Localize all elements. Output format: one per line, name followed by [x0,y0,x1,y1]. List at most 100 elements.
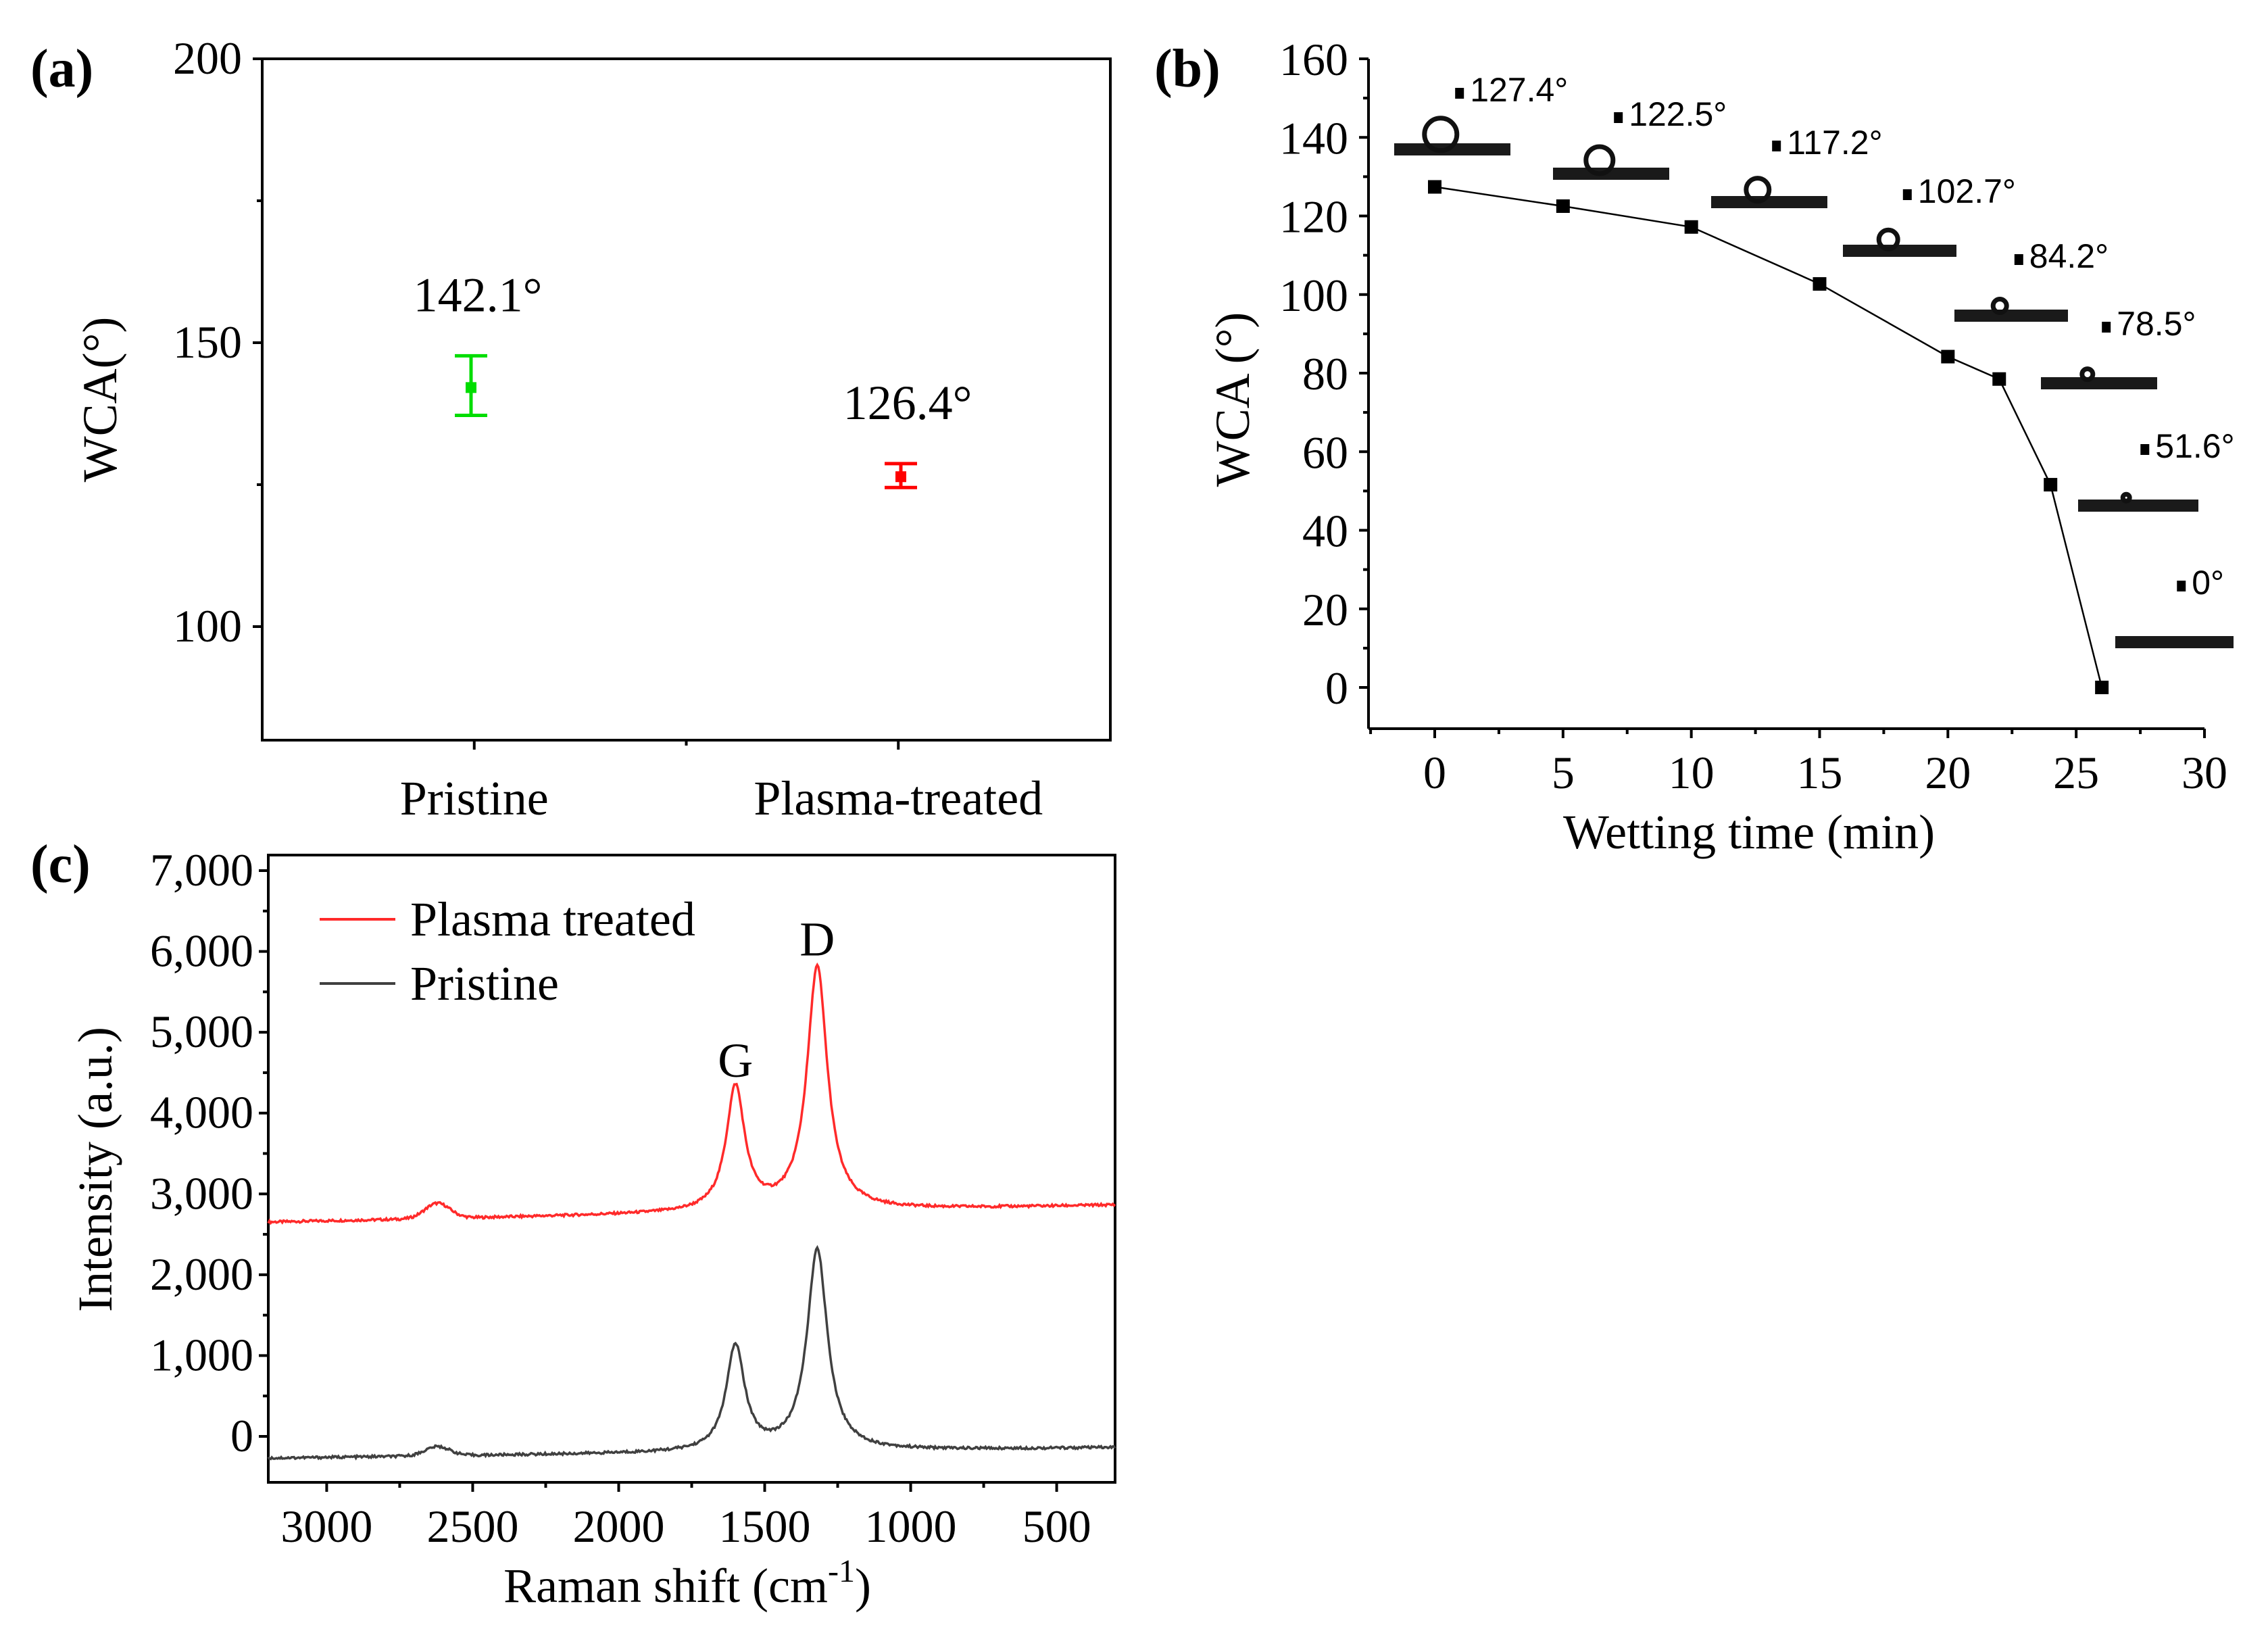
panel-b-x-tick-label: 10 [1669,747,1715,798]
droplet-angle-label: 0° [2192,564,2224,602]
panel-b-label: (b) [1154,39,1221,99]
panel-b-x-ticks: 0 5 10 15 20 25 30 [1369,729,2227,798]
panel-b-x-tick-label: 20 [1925,747,1971,798]
panel-c-y-tick-label: 7,000 [150,844,253,896]
droplet-shape [1422,116,1460,153]
panel-c-x-tick-label: 500 [1022,1501,1091,1552]
panel-b-y-tick-label: 160 [1279,34,1348,85]
panel-a-point-pristine: 142.1° [414,268,543,418]
needle-tip [2014,254,2023,265]
panel-b-x-tick-label: 30 [2181,747,2227,798]
panel-c-y-tick-label: 4,000 [150,1087,253,1138]
panel-b-droplet-images: 127.4° 122.5° 117.2° 102.7° 84.2°78.5° 51.6° 0… [1394,71,2235,648]
needle-tip [2140,444,2150,455]
panel-a-y-tick-label: 100 [173,600,242,652]
panel-b-data-point [1992,372,2006,386]
panel-a-frame [261,57,1112,742]
panel-c-curves [267,962,1116,1461]
panel-c-legend: Plasma treated Pristine [320,892,695,1011]
panel-c-y-tick-label: 3,000 [150,1167,253,1219]
panel-c-x-tick-label: 2500 [426,1501,518,1552]
panel-c-x-tick-label: 2000 [572,1501,664,1552]
droplet-inset: 102.7° [1843,172,2016,257]
peak-label: G [718,1034,753,1088]
substrate-bar [1553,168,1669,180]
panel-b-data-point [2044,478,2058,492]
panel-a-points: 142.1° 126.4° [414,268,972,489]
needle-tip [1614,112,1623,123]
panel-c-y-axis-title: Intensity (a.u.) [68,1027,122,1312]
panel-a-x-tick-label: Plasma-treated [754,771,1043,825]
panel-c-x-axis-title: Raman shift (cm-1) [503,1553,871,1613]
panel-b-data-point [1428,180,1441,194]
panel-a-point-plasma-treated: 126.4° [843,376,972,489]
panel-c-y-tick-label: 2,000 [150,1248,253,1300]
panel-b-data-point [1556,199,1570,213]
panel-c-label: (c) [30,835,91,894]
panel-a-x-tick-label: Pristine [400,771,549,825]
droplet-shape [1876,227,1900,251]
panel-b-y-axis-title: WCA (°) [1206,312,1260,487]
substrate-bar [2078,500,2198,512]
needle-tip [1902,189,1912,200]
panel-a-x-ticks: Pristine Plasma-treated [400,740,1043,825]
panel-b-y-tick-label: 20 [1302,584,1348,635]
peak-label: D [799,913,835,967]
needle-tip [1455,88,1464,99]
substrate-bar [1843,245,1956,257]
substrate-bar [1954,310,2068,322]
substrate-bar [2041,377,2157,389]
panel-c-x-axis-title-main: Raman shift (cm [503,1559,828,1613]
droplet-inset: 117.2° [1711,124,1883,208]
droplet-inset: 84.2° [1954,237,2109,322]
panel-b-y-tick-label: 60 [1302,427,1348,478]
panel-c-x-axis-title-end: ) [855,1559,871,1613]
panel-b-data-point [2095,681,2109,694]
needle-tip [1772,141,1781,151]
data-point-marker [466,382,476,393]
panel-a: (a) 100 150 200 Pristine Plasma-treated WCA… [30,32,1112,825]
droplet-shape [2079,366,2096,383]
panel-b-x-axis-title: Wetting time (min) [1563,805,1935,859]
droplet-inset: 127.4° [1394,71,1568,155]
panel-b-y-tick-label: 0 [1325,662,1348,714]
panel-b-y-tick-label: 120 [1279,191,1348,243]
needle-tip [2102,322,2111,333]
panel-b-data-point [1941,349,1955,364]
droplet-inset: 51.6° [2078,427,2235,512]
panel-b-y-tick-label: 80 [1302,348,1348,399]
substrate-bar [1394,143,1510,155]
panel-a-y-tick-label: 200 [173,32,242,84]
pristine-spectrum [267,1244,1116,1461]
panel-b-y-tick-label: 40 [1302,506,1348,557]
panel-b-y-ticks: 0 20 40 60 80 100 120 140 160 [1279,34,1369,714]
data-point-label: 126.4° [843,376,972,430]
panel-c-y-ticks: 0 1,000 2,000 3,000 4,000 5,000 6,000 7,000 [150,844,268,1461]
droplet-angle-label: 127.4° [1470,71,1568,109]
panel-b-series-line [1434,186,2103,688]
panel-c-y-tick-label: 5,000 [150,1006,253,1057]
droplet-inset: 0° [2115,564,2234,648]
substrate-bar [1711,196,1827,208]
legend-plasma-treated-label: Plasma treated [410,892,695,946]
panel-b-x-tick-label: 0 [1423,747,1446,798]
panel-c-x-tick-label: 3000 [280,1501,372,1552]
panel-b: (b) 0 20 40 60 80 100 120 140 160 0 5 10 15 20 25 30 W… [1154,34,2235,859]
panel-c-x-axis-title-superscript: -1 [828,1553,855,1589]
panel-c-y-tick-label: 0 [230,1410,253,1461]
data-point-label: 142.1° [414,268,543,322]
droplet-shape [2120,491,2132,504]
droplet-shape [1744,176,1772,204]
panel-a-y-axis-title: WCA(°) [73,317,127,483]
droplet-shape [1583,144,1616,176]
panel-b-x-tick-label: 25 [2053,747,2099,798]
panel-b-points [1428,180,2109,694]
panel-c-y-tick-label: 6,000 [150,925,253,977]
plasma-treated-spectrum [267,962,1116,1225]
panel-b-data-point [1684,220,1698,234]
substrate-bar [2115,636,2234,648]
panel-c-frame [267,854,1116,1484]
panel-b-x-tick-label: 5 [1552,747,1575,798]
legend-pristine-label: Pristine [410,956,559,1011]
